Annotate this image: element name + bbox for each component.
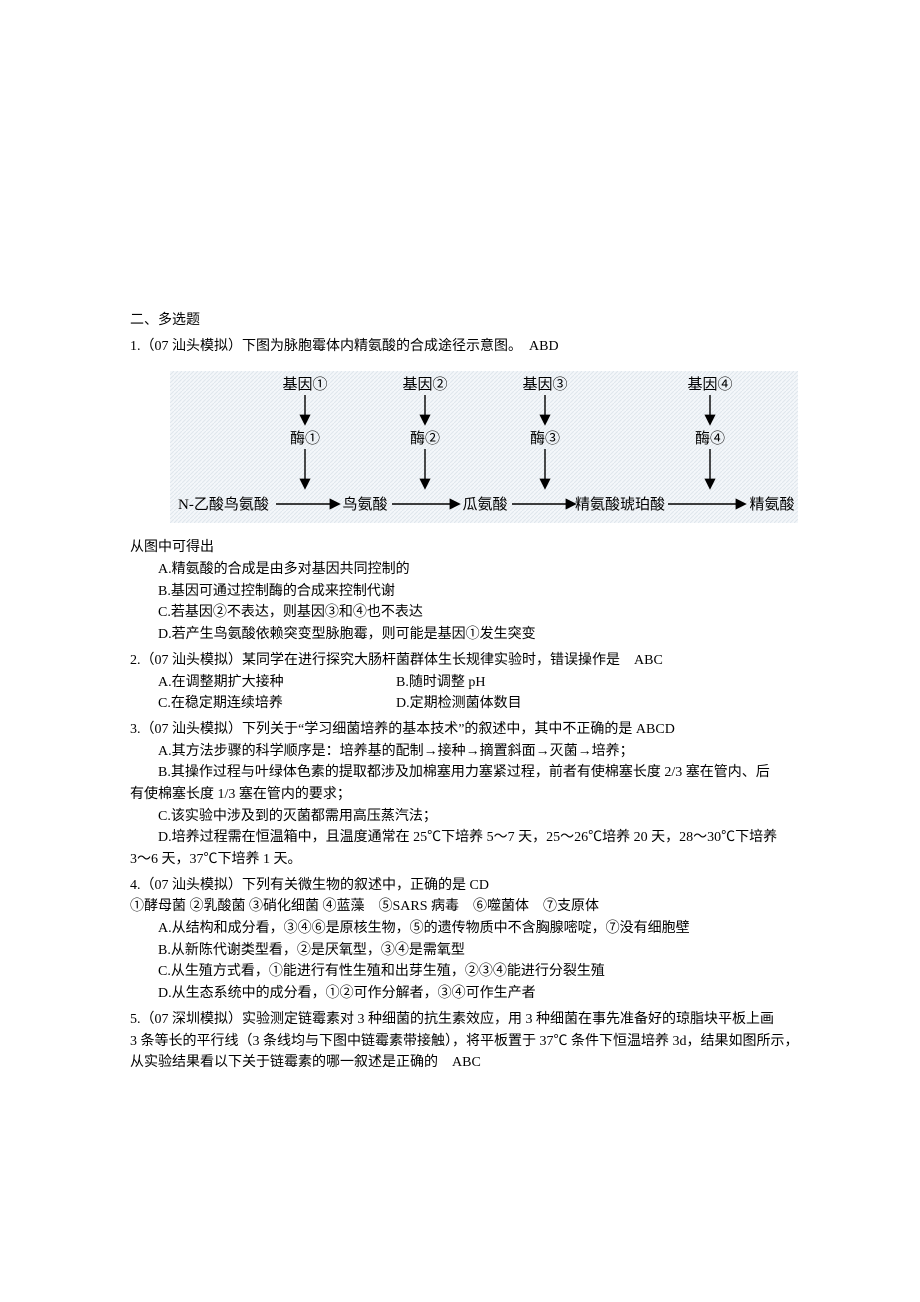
q3-optB-l1: B.其操作过程与叶绿体色素的提取都涉及加棉塞用力塞紧过程，前者有使棉塞长度 2/…: [130, 762, 800, 784]
q4-optD: D.从生态系统中的成分看，①②可作分解者，③④可作生产者: [130, 983, 800, 1005]
q5-l2: 3 条等长的平行线（3 条线均与下图中链霉素带接触），将平板置于 37℃ 条件下…: [130, 1031, 800, 1053]
q5-l3: 从实验结果看以下关于链霉素的哪一叙述是正确的 ABC: [130, 1052, 800, 1074]
gene-3-label: 基因③: [522, 376, 567, 393]
q1-stem: 1.（07 汕头模拟）下图为脉胞霉体内精氨酸的合成途径示意图。 ABD: [130, 336, 800, 358]
q3-optC: C.该实验中涉及到的灭菌都需用高压蒸汽法；: [130, 806, 800, 828]
substrate-4: 精氨酸: [749, 496, 794, 513]
q1-lead: 从图中可得出: [130, 537, 800, 559]
substrate-3: 精氨酸琥珀酸: [575, 496, 665, 513]
q4-optB: B.从新陈代谢类型看，②是厌氧型，③④是需氧型: [130, 940, 800, 962]
enzyme-2-label: 酶②: [410, 430, 440, 447]
substrate-0: N-乙酸鸟氨酸: [178, 496, 269, 513]
q2-optCD: C.在稳定期连续培养 D.定期检测菌体数目: [130, 693, 800, 715]
q4-items: ①酵母菌 ②乳酸菌 ③硝化细菌 ④蓝藻 ⑤SARS 病毒 ⑥噬菌体 ⑦支原体: [130, 896, 800, 918]
q3-optD-l1: D.培养过程需在恒温箱中，且温度通常在 25℃下培养 5～7 天，25～26℃培…: [130, 827, 800, 849]
gene-2-label: 基因②: [402, 376, 447, 393]
enzyme-3-label: 酶③: [530, 430, 560, 447]
section-heading: 二、多选题: [130, 310, 800, 332]
gene-1-label: 基因①: [282, 376, 327, 393]
q2-optAB: A.在调整期扩大接种 B.随时调整 pH: [130, 672, 800, 694]
q1-optD: D.若产生鸟氨酸依赖突变型脉胞霉，则可能是基因①发生突变: [130, 624, 800, 646]
q3-stem: 3.（07 汕头模拟）下列关于“学习细菌培养的基本技术”的叙述中，其中不正确的是…: [130, 719, 800, 741]
q2-optD: D.定期检测菌体数目: [396, 693, 522, 715]
substrate-2: 瓜氨酸: [462, 496, 507, 513]
q2-optB: B.随时调整 pH: [396, 672, 485, 694]
q3-optD-l2: 3～6 天，37℃下培养 1 天。: [130, 849, 800, 871]
q1-optC: C.若基因②不表达，则基因③和④也不表达: [130, 602, 800, 624]
q4-optA: A.从结构和成分看，③④⑥是原核生物，⑤的遗传物质中不含胸腺嘧啶，⑦没有细胞壁: [130, 918, 800, 940]
q2-optA: A.在调整期扩大接种: [158, 672, 396, 694]
q2-optC: C.在稳定期连续培养: [158, 693, 396, 715]
enzyme-1-label: 酶①: [290, 430, 320, 447]
page: 二、多选题 1.（07 汕头模拟）下图为脉胞霉体内精氨酸的合成途径示意图。 AB…: [0, 0, 920, 1302]
q5-l1: 5.（07 深圳模拟）实验测定链霉素对 3 种细菌的抗生素效应，用 3 种细菌在…: [130, 1009, 800, 1031]
q4-optC: C.从生殖方式看，①能进行有性生殖和出芽生殖，②③④能进行分裂生殖: [130, 961, 800, 983]
pathway-diagram: 基因① 基因② 基因③ 基因④ 酶① 酶② 酶③ 酶④ N-乙酸鸟氨酸 鸟氨酸 …: [170, 371, 798, 523]
q1-optB: B.基因可通过控制酶的合成来控制代谢: [130, 581, 800, 603]
substrate-1: 鸟氨酸: [342, 496, 387, 513]
gene-4-label: 基因④: [687, 376, 732, 393]
q3-optA: A.其方法步骤的科学顺序是：培养基的配制→接种→摘置斜面→灭菌→培养；: [130, 741, 800, 763]
q1-optA: A.精氨酸的合成是由多对基因共同控制的: [130, 559, 800, 581]
q3-optB-l2: 有使棉塞长度 1/3 塞在管内的要求；: [130, 784, 800, 806]
q1-diagram: 基因① 基因② 基因③ 基因④ 酶① 酶② 酶③ 酶④ N-乙酸鸟氨酸 鸟氨酸 …: [170, 371, 798, 523]
q4-stem: 4.（07 汕头模拟）下列有关微生物的叙述中，正确的是 CD: [130, 875, 800, 897]
enzyme-4-label: 酶④: [695, 430, 725, 447]
q2-stem: 2.（07 汕头模拟）某同学在进行探究大肠杆菌群体生长规律实验时，错误操作是 A…: [130, 650, 800, 672]
